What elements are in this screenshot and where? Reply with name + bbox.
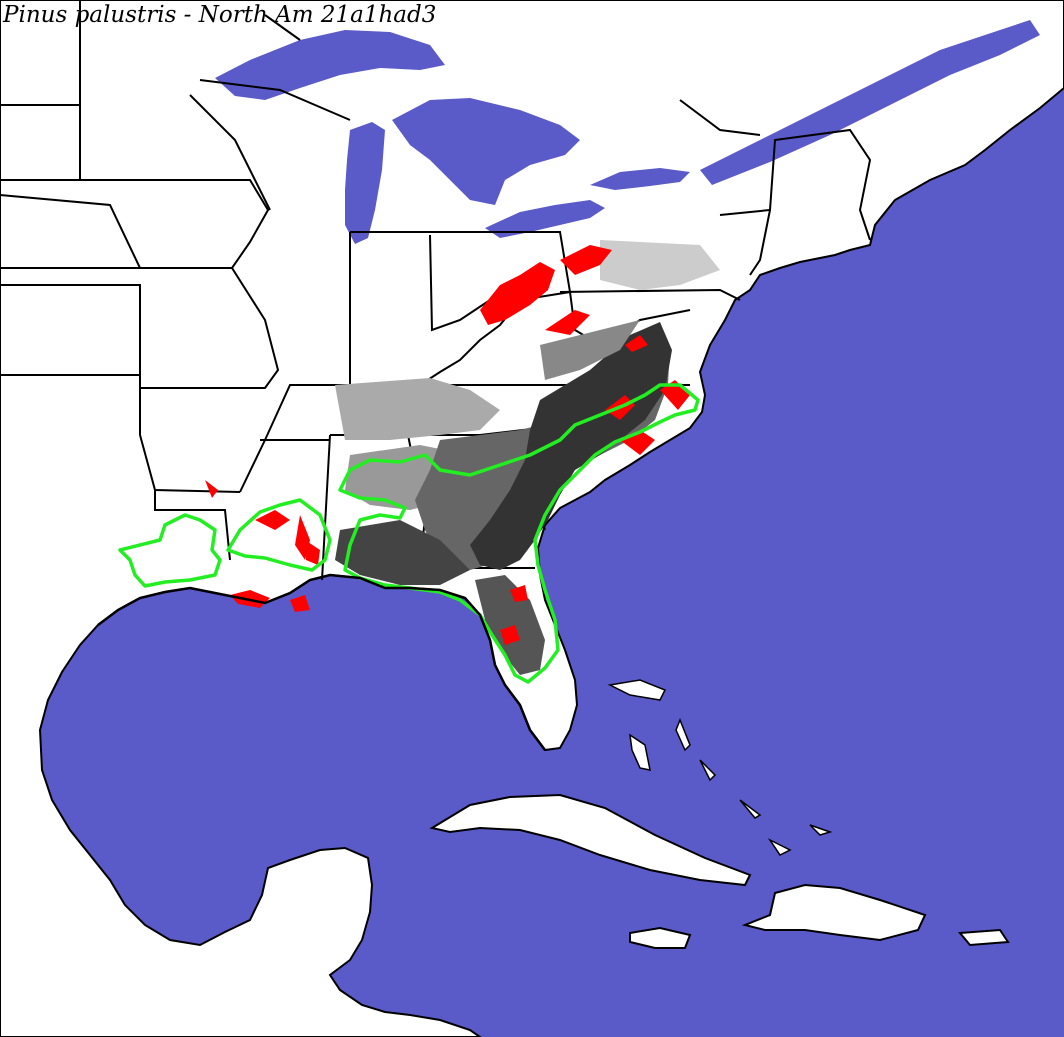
map-title: Pinus palustris - North Am 21a1had3 — [3, 2, 437, 28]
jamaica — [629, 926, 692, 949]
hispaniola — [741, 883, 927, 942]
lake-huron — [392, 98, 580, 205]
density-shading — [335, 240, 720, 675]
lake-erie — [485, 200, 605, 238]
lake-michigan — [345, 122, 385, 244]
range-outline — [118, 383, 700, 684]
puerto-rico — [957, 928, 1010, 947]
gulf-coastline — [97, 573, 546, 751]
cuba — [429, 793, 752, 887]
bahamas — [607, 679, 833, 856]
lake-ontario — [590, 168, 690, 190]
lake-superior — [215, 30, 445, 100]
st-lawrence — [700, 20, 1040, 185]
highlight-patches — [205, 245, 690, 645]
